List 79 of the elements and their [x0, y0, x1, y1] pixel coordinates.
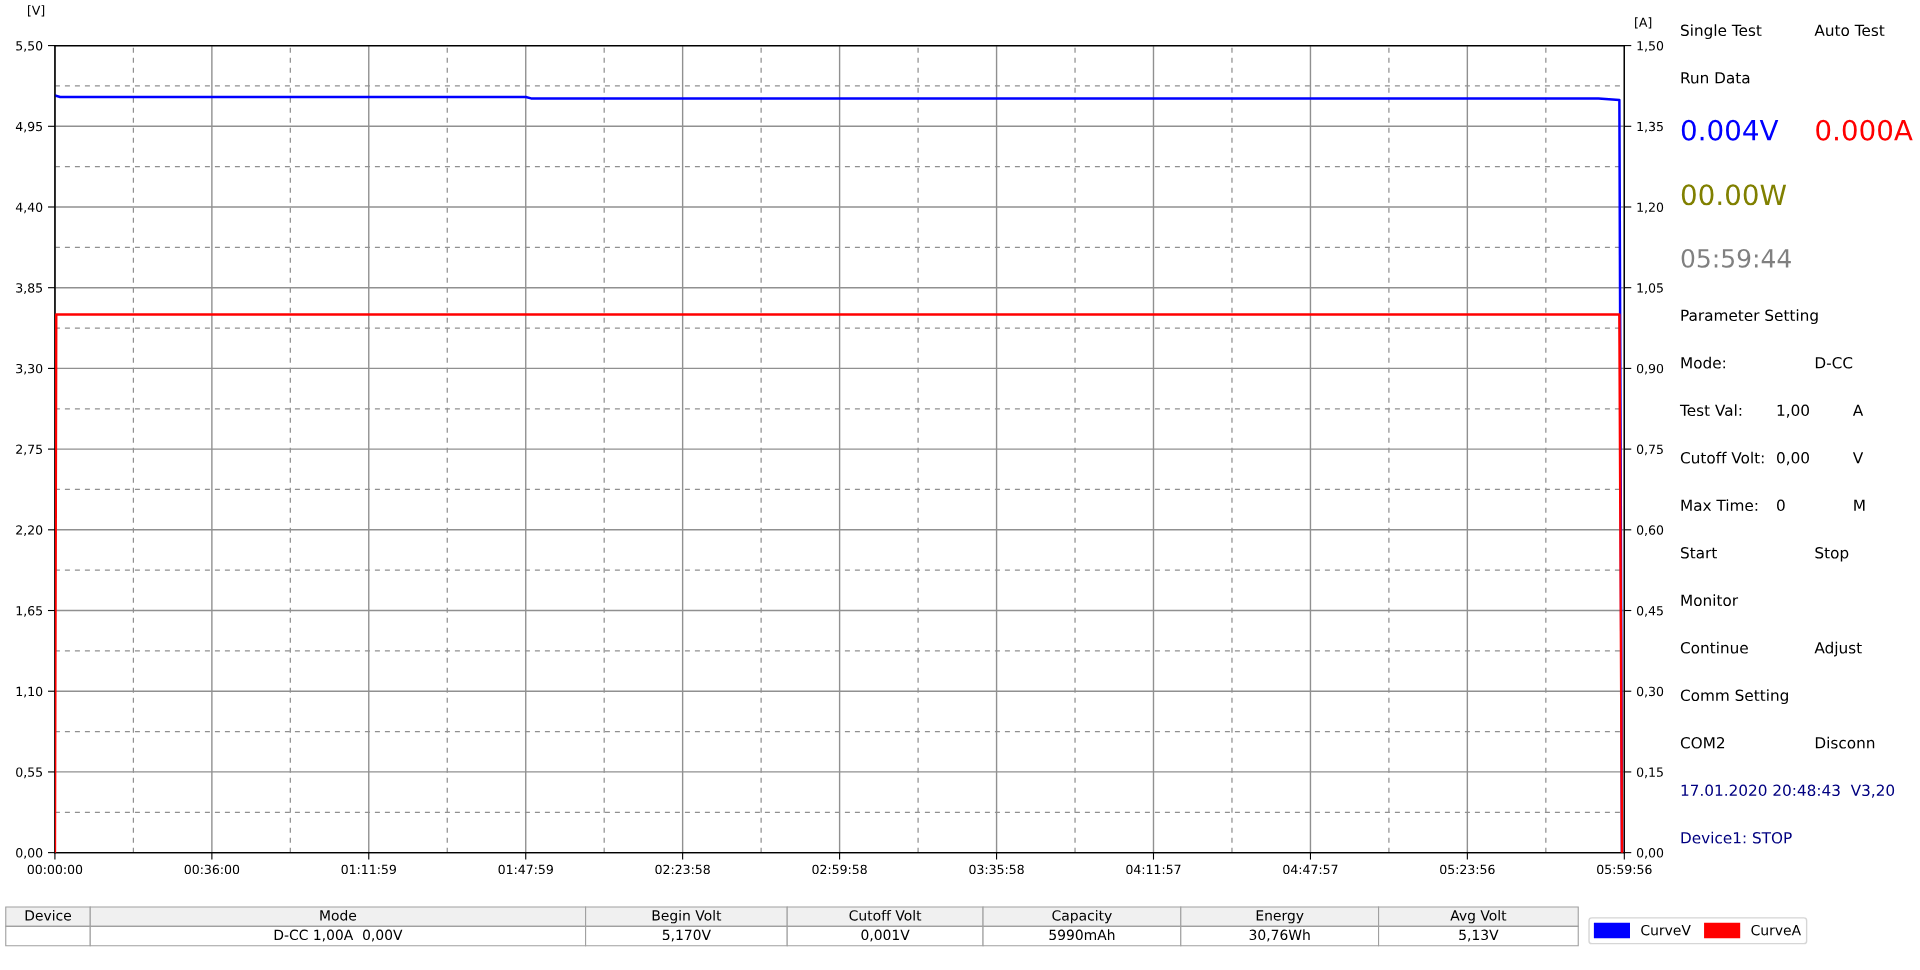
y2-tick-label: 1,05: [1637, 283, 1663, 294]
y-tick-label: 5,50: [16, 41, 43, 52]
y-tick-label: 1,10: [16, 686, 43, 698]
y2-tick-label: 0,60: [1636, 525, 1664, 537]
text: 0,00: [1777, 452, 1809, 466]
text: Disconn: [1815, 736, 1875, 749]
y-axis-title: [V]: [28, 5, 45, 17]
text: Capacity: [1052, 909, 1112, 924]
y-tick-label: 2,20: [16, 525, 43, 537]
y-tick-label: 0,55: [16, 767, 43, 779]
text: Mode: [320, 909, 357, 921]
y-tick-label: 4,40: [15, 202, 43, 214]
text: Energy: [1256, 910, 1304, 924]
y-tick-label: 3,85: [16, 283, 43, 294]
y-tick-label: 3,30: [16, 363, 43, 375]
y2-tick-label: 0,75: [1636, 444, 1663, 456]
x-tick-label: 04:47:57: [1283, 864, 1338, 875]
text: Device: [25, 909, 72, 921]
x-tick-label: 01:47:59: [498, 864, 553, 875]
text: 0: [1777, 499, 1785, 512]
y2-tick-label: 0,45: [1636, 605, 1663, 617]
text: Max Time:: [1681, 499, 1758, 512]
text: 30,76Wh: [1249, 929, 1310, 942]
text: 0.000A: [1816, 119, 1913, 141]
text: D-CC 1,00A 0,00V: [274, 929, 403, 942]
text: 5990mAh: [1049, 929, 1115, 941]
text: 0,001V: [861, 929, 910, 942]
text: 05:59:44: [1681, 248, 1791, 268]
text: Avg Volt: [1450, 909, 1507, 924]
text: Auto Test: [1814, 24, 1885, 37]
text: Comm Setting: [1680, 689, 1788, 705]
text: 1,00: [1777, 404, 1809, 418]
text: Start: [1681, 547, 1717, 559]
text: Begin Volt: [652, 909, 722, 924]
text: COM2: [1680, 737, 1725, 749]
x-tick-label: 01:11:59: [341, 864, 396, 875]
x-tick-label: 02:23:58: [655, 864, 710, 875]
text: Run Data: [1681, 72, 1750, 84]
text: 17.01.2020 20:48:43 V3,20: [1681, 784, 1895, 798]
y-tick-label: 0,00: [16, 848, 43, 859]
text: Continue: [1680, 641, 1748, 654]
text: Cutoff Volt:: [1680, 451, 1764, 464]
x-tick-label: 02:59:58: [812, 864, 867, 875]
text: V: [1852, 452, 1864, 464]
text: Single Test: [1681, 24, 1762, 40]
y2-tick-label: 1,35: [1637, 121, 1663, 133]
text: Parameter Setting: [1681, 309, 1818, 325]
y2-tick-label: 0,30: [1636, 686, 1664, 698]
x-tick-label: 05:23:56: [1440, 864, 1495, 875]
x-tick-label: 05:59:56: [1597, 864, 1652, 875]
y2-tick-label: 1,20: [1637, 202, 1664, 214]
y2-tick-label: 0,90: [1636, 363, 1664, 375]
x-tick-label: 04:11:57: [1126, 864, 1181, 875]
legend-label: CurveV: [1641, 924, 1691, 936]
text: Device1: STOP: [1681, 831, 1792, 844]
y2-tick-label: 1,50: [1637, 41, 1664, 52]
y-tick-label: 2,75: [16, 444, 43, 456]
x-tick-label: 00:00:00: [27, 864, 83, 875]
text: Cutoff Volt: [849, 909, 922, 921]
x-tick-label: 00:36:00: [184, 864, 240, 875]
y2-axis-title: [A]: [1635, 17, 1652, 29]
text: 00.00W: [1681, 184, 1787, 206]
text: 5,170V: [662, 929, 711, 942]
y-tick-label: 4,95: [15, 121, 43, 133]
text: Adjust: [1814, 641, 1862, 657]
text: Test Val:: [1679, 404, 1742, 417]
y-tick-label: 1,65: [16, 605, 43, 617]
text: 0.004V: [1681, 119, 1779, 141]
text: Monitor: [1681, 594, 1739, 607]
y2-tick-label: 0,00: [1636, 848, 1664, 859]
legend-label: CurveA: [1751, 924, 1801, 936]
text: Mode:: [1681, 356, 1725, 369]
text: Stop: [1815, 547, 1849, 562]
text: 5,13V: [1459, 929, 1499, 942]
x-tick-label: 03:35:58: [969, 864, 1024, 875]
text: D-CC: [1815, 357, 1853, 369]
y2-tick-label: 0,15: [1636, 767, 1663, 779]
text: M: [1854, 499, 1865, 511]
text: A: [1852, 404, 1864, 416]
